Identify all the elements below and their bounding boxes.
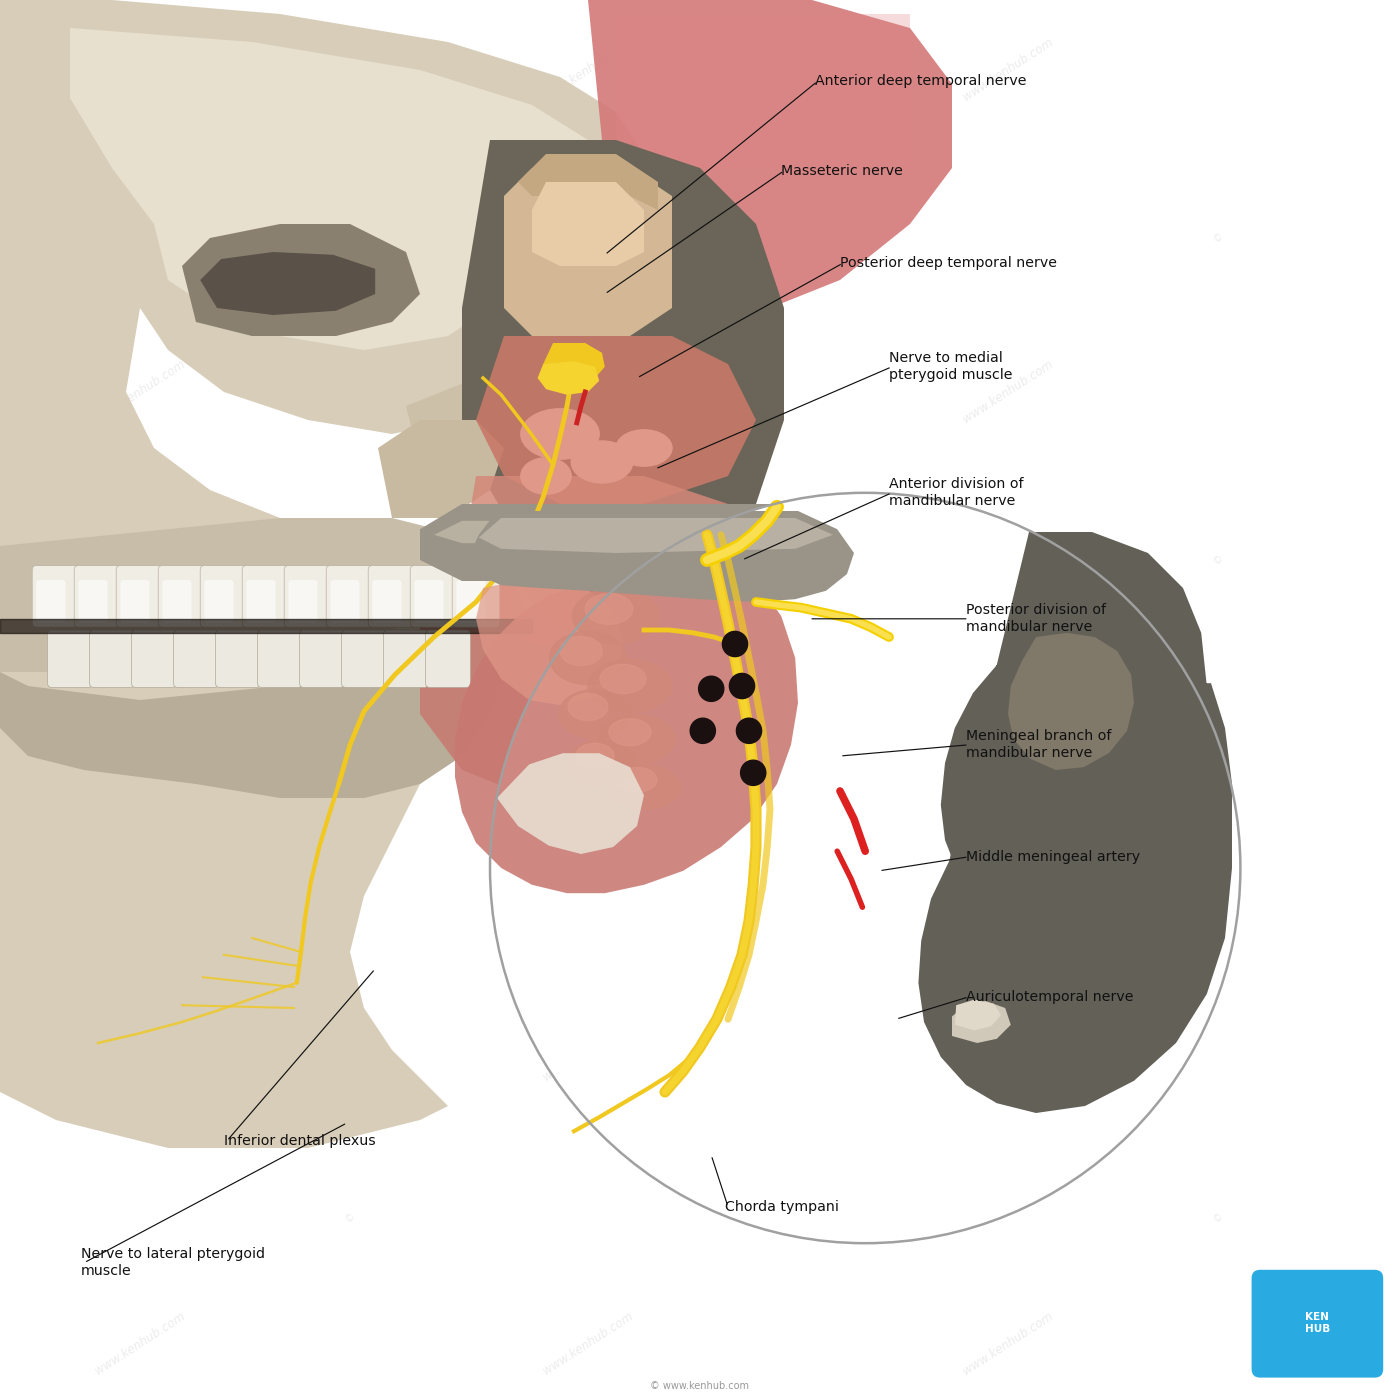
Text: ©: ©: [1211, 553, 1225, 567]
Ellipse shape: [608, 764, 680, 809]
FancyBboxPatch shape: [116, 566, 164, 627]
Polygon shape: [538, 361, 599, 395]
Text: www.kenhub.com: www.kenhub.com: [92, 1016, 188, 1084]
FancyBboxPatch shape: [48, 630, 92, 687]
FancyBboxPatch shape: [330, 580, 360, 623]
Text: ©: ©: [791, 231, 805, 245]
FancyBboxPatch shape: [36, 580, 66, 623]
FancyBboxPatch shape: [452, 566, 500, 627]
Ellipse shape: [609, 718, 651, 746]
Text: www.kenhub.com: www.kenhub.com: [92, 694, 188, 762]
Circle shape: [490, 493, 1240, 1243]
Polygon shape: [70, 28, 602, 350]
Text: Anterior deep temporal nerve: Anterior deep temporal nerve: [815, 74, 1026, 88]
Ellipse shape: [568, 693, 608, 721]
FancyBboxPatch shape: [242, 566, 290, 627]
Text: www.kenhub.com: www.kenhub.com: [92, 358, 188, 426]
Text: www.kenhub.com: www.kenhub.com: [960, 694, 1056, 762]
Text: www.kenhub.com: www.kenhub.com: [960, 1016, 1056, 1084]
FancyBboxPatch shape: [1252, 1270, 1383, 1378]
Circle shape: [690, 718, 715, 743]
Ellipse shape: [573, 588, 659, 644]
Ellipse shape: [560, 637, 602, 665]
FancyBboxPatch shape: [158, 566, 206, 627]
Text: Inferior dental plexus: Inferior dental plexus: [224, 1134, 375, 1148]
FancyBboxPatch shape: [120, 580, 150, 623]
Text: www.kenhub.com: www.kenhub.com: [540, 36, 636, 104]
FancyBboxPatch shape: [74, 566, 122, 627]
Ellipse shape: [521, 409, 599, 459]
Text: Posterior division of
mandibular nerve: Posterior division of mandibular nerve: [966, 603, 1106, 634]
Text: © www.kenhub.com: © www.kenhub.com: [651, 1380, 749, 1392]
Polygon shape: [476, 336, 756, 504]
Ellipse shape: [549, 631, 627, 685]
Text: ©: ©: [791, 553, 805, 567]
Text: www.kenhub.com: www.kenhub.com: [540, 694, 636, 762]
Text: Middle meningeal artery: Middle meningeal artery: [966, 850, 1140, 864]
Text: ©: ©: [343, 231, 357, 245]
Text: www.kenhub.com: www.kenhub.com: [960, 1310, 1056, 1378]
Polygon shape: [0, 518, 476, 672]
FancyBboxPatch shape: [456, 580, 486, 623]
Polygon shape: [497, 753, 644, 854]
Ellipse shape: [588, 659, 672, 713]
FancyBboxPatch shape: [204, 580, 234, 623]
Text: Nerve to medial
pterygoid muscle: Nerve to medial pterygoid muscle: [889, 351, 1012, 382]
Ellipse shape: [521, 458, 571, 494]
Text: Auriculotemporal nerve: Auriculotemporal nerve: [966, 990, 1134, 1004]
FancyBboxPatch shape: [200, 566, 248, 627]
FancyBboxPatch shape: [288, 580, 318, 623]
Polygon shape: [918, 532, 1232, 1113]
Text: ©: ©: [1211, 889, 1225, 903]
Ellipse shape: [575, 743, 615, 769]
FancyBboxPatch shape: [426, 630, 470, 687]
Polygon shape: [532, 182, 644, 266]
Polygon shape: [955, 1000, 1001, 1030]
Text: ©: ©: [1211, 1211, 1225, 1225]
FancyBboxPatch shape: [300, 630, 344, 687]
Text: Posterior deep temporal nerve: Posterior deep temporal nerve: [840, 256, 1057, 270]
Polygon shape: [462, 140, 784, 588]
FancyBboxPatch shape: [258, 630, 302, 687]
Text: ©: ©: [791, 889, 805, 903]
Ellipse shape: [599, 665, 647, 693]
FancyBboxPatch shape: [284, 566, 332, 627]
Ellipse shape: [585, 594, 633, 624]
Text: Nerve to lateral pterygoid
muscle: Nerve to lateral pterygoid muscle: [81, 1247, 265, 1278]
FancyBboxPatch shape: [32, 566, 80, 627]
Text: www.kenhub.com: www.kenhub.com: [960, 36, 1056, 104]
Circle shape: [736, 718, 762, 743]
FancyBboxPatch shape: [372, 580, 402, 623]
Text: www.kenhub.com: www.kenhub.com: [92, 1310, 188, 1378]
Polygon shape: [0, 462, 616, 798]
Polygon shape: [200, 252, 375, 315]
Text: ©: ©: [343, 553, 357, 567]
Polygon shape: [588, 0, 952, 308]
FancyBboxPatch shape: [384, 630, 428, 687]
Text: Chorda tympani: Chorda tympani: [725, 1200, 839, 1214]
Polygon shape: [434, 521, 798, 543]
Text: Meningeal branch of
mandibular nerve: Meningeal branch of mandibular nerve: [966, 729, 1112, 760]
Polygon shape: [462, 476, 756, 644]
Circle shape: [729, 673, 755, 699]
Polygon shape: [1008, 633, 1134, 770]
Text: ©: ©: [1211, 231, 1225, 245]
FancyBboxPatch shape: [414, 580, 444, 623]
Text: Masseteric nerve: Masseteric nerve: [781, 164, 903, 178]
Circle shape: [741, 760, 766, 785]
FancyBboxPatch shape: [162, 580, 192, 623]
Text: KEN
HUB: KEN HUB: [1305, 1312, 1330, 1334]
Polygon shape: [470, 511, 854, 602]
Polygon shape: [504, 168, 672, 336]
Text: ©: ©: [343, 889, 357, 903]
Ellipse shape: [559, 690, 631, 739]
Ellipse shape: [571, 441, 633, 483]
Circle shape: [699, 676, 724, 701]
FancyBboxPatch shape: [246, 580, 276, 623]
FancyBboxPatch shape: [90, 630, 134, 687]
FancyBboxPatch shape: [368, 566, 416, 627]
Polygon shape: [420, 504, 812, 581]
FancyBboxPatch shape: [174, 630, 218, 687]
Polygon shape: [378, 420, 504, 518]
